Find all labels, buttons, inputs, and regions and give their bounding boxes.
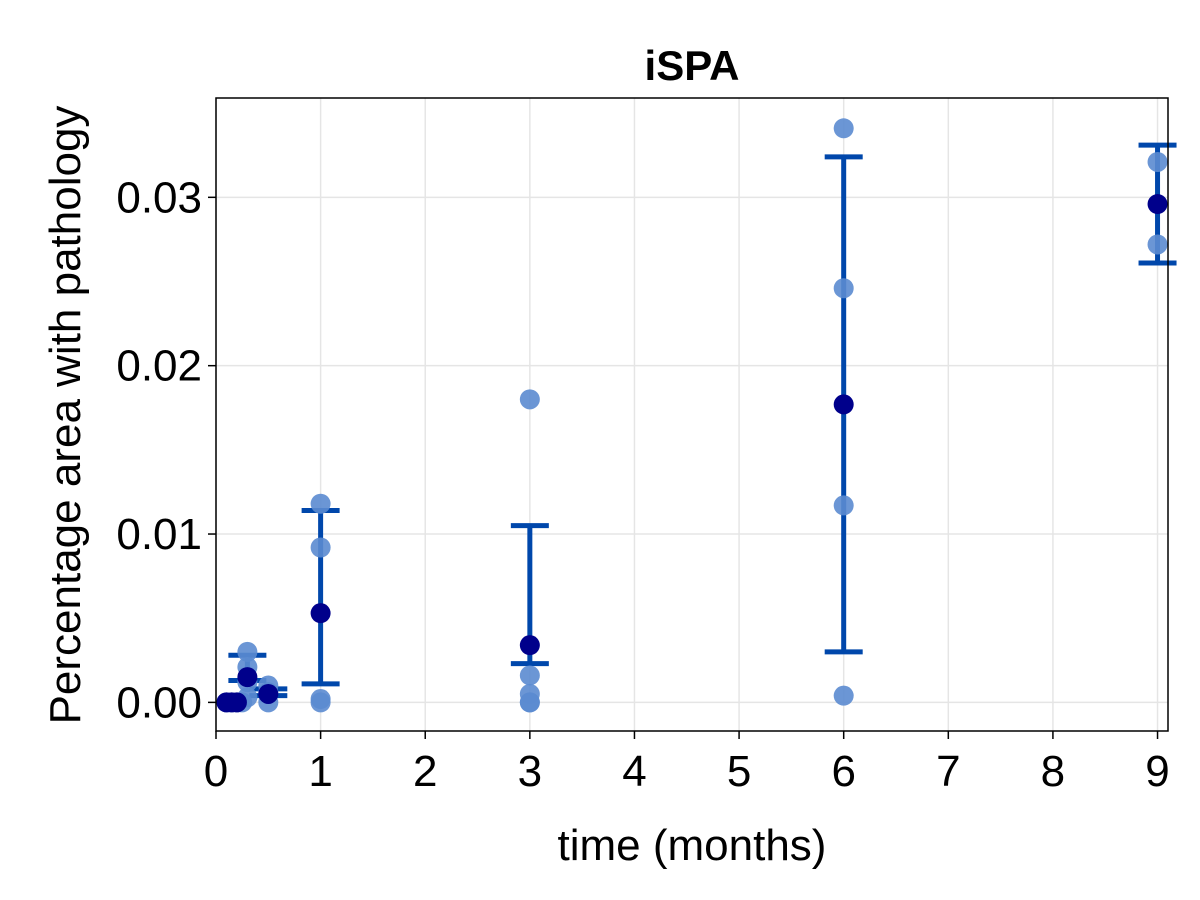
data-point <box>833 685 854 706</box>
data-point <box>237 641 258 662</box>
data-point <box>519 692 540 713</box>
data-point <box>833 118 854 139</box>
y-axis-label: Percentage area with pathology <box>41 106 90 725</box>
grid <box>215 98 1168 731</box>
data-point <box>1147 234 1168 255</box>
x-tick-label: 0 <box>204 747 228 796</box>
plot-frame <box>215 97 1169 732</box>
chart-title: iSPA <box>645 42 740 89</box>
data-point <box>310 537 331 558</box>
data-point <box>519 665 540 686</box>
x-tick-label: 2 <box>413 747 437 796</box>
y-tick-label: 0.02 <box>116 342 202 391</box>
y-tick-label: 0.00 <box>116 678 202 727</box>
x-tick-label: 8 <box>1041 747 1065 796</box>
data-point <box>833 278 854 299</box>
mean-point <box>310 603 331 624</box>
data-point <box>833 495 854 516</box>
x-tick-label: 6 <box>831 747 855 796</box>
y-tick-label: 0.01 <box>116 510 202 559</box>
x-tick-label: 1 <box>308 747 332 796</box>
mean-point <box>833 394 854 415</box>
x-tick-label: 7 <box>936 747 960 796</box>
mean-point <box>237 667 258 688</box>
mean-point <box>519 635 540 656</box>
mean-point <box>1147 194 1168 215</box>
mean-point <box>258 683 279 704</box>
x-tick-label: 3 <box>518 747 542 796</box>
data-point <box>519 389 540 410</box>
x-tick-label: 9 <box>1145 747 1169 796</box>
x-axis-ticks: 0 1 2 3 4 5 6 7 8 9 <box>204 731 1170 796</box>
x-tick-label: 5 <box>727 747 751 796</box>
x-axis-label: time (months) <box>558 821 827 870</box>
y-axis-ticks: 0.00 0.01 0.02 0.03 <box>116 173 216 727</box>
x-tick-label: 4 <box>622 747 646 796</box>
y-tick-label: 0.03 <box>116 173 202 222</box>
data-point <box>310 692 331 713</box>
data-point <box>310 493 331 514</box>
mean-point <box>226 692 247 713</box>
mean-points <box>216 194 1168 713</box>
data-point <box>1147 151 1168 172</box>
